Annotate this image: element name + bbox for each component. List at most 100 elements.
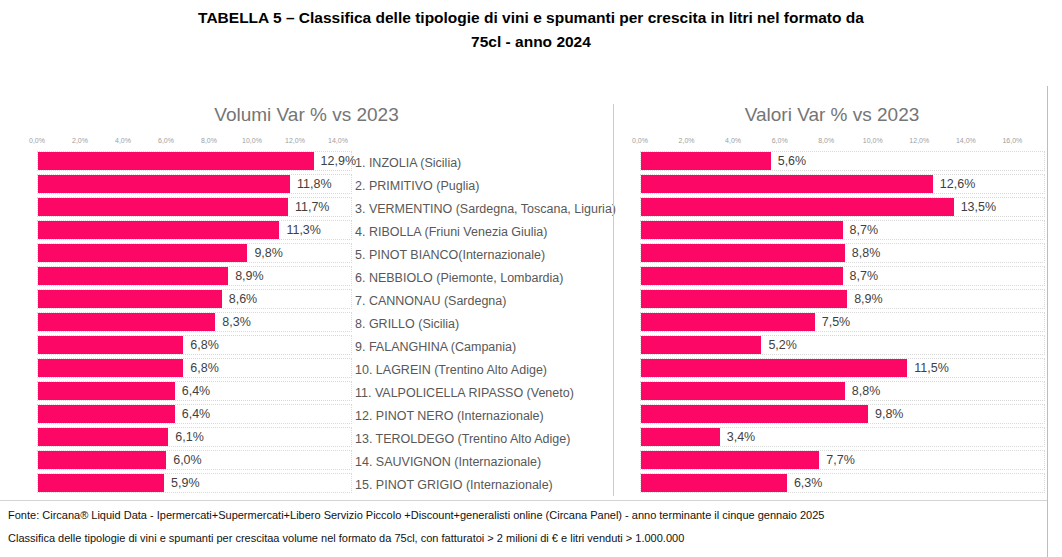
bar: [38, 175, 290, 193]
bar-value-label: 8,7%: [850, 221, 879, 239]
right-x-axis: 0,0%2,0%4,0%6,0%8,0%10,0%12,0%14,0%16,0%: [640, 137, 1045, 149]
bar: [641, 428, 720, 446]
bar: [641, 290, 847, 308]
axis-tick-label: 12,0%: [285, 137, 305, 144]
bar-row: 8,7%: [640, 220, 1045, 240]
bar-row: 6,0%: [37, 450, 352, 470]
bar: [641, 405, 868, 423]
bar-row: 12,6%: [640, 174, 1045, 194]
bar-row: 5,9%: [37, 473, 352, 493]
bar: [38, 290, 222, 308]
page-title: TABELLA 5 – Classifica delle tipologie d…: [0, 6, 1062, 54]
bar-value-label: 12,9%: [321, 152, 356, 170]
bar-value-label: 6,3%: [794, 474, 823, 492]
bar-value-label: 6,1%: [175, 428, 204, 446]
panel-divider: [613, 104, 614, 496]
category-label: 7. CANNONAU (Sardegna): [355, 289, 611, 312]
source-note: Fonte: Circana® Liquid Data - Ipermercat…: [8, 509, 824, 521]
axis-tick-label: 8,0%: [201, 137, 217, 144]
bar: [641, 382, 845, 400]
bar-row: 7,7%: [640, 450, 1045, 470]
bar: [38, 336, 183, 354]
bar-value-label: 6,8%: [190, 359, 219, 377]
bar: [38, 198, 288, 216]
bar: [641, 198, 954, 216]
right-edge-line: [1047, 86, 1048, 557]
bar-value-label: 13,5%: [961, 198, 996, 216]
category-labels: 1. INZOLIA (Sicilia)2. PRIMITIVO (Puglia…: [355, 151, 611, 496]
category-label: 15. PINOT GRIGIO (Internazionale): [355, 473, 611, 496]
bar: [641, 152, 771, 170]
bar: [641, 359, 907, 377]
bar-value-label: 8,3%: [222, 313, 251, 331]
axis-tick-label: 2,0%: [72, 137, 88, 144]
bar: [641, 221, 843, 239]
bar-row: 6,8%: [37, 358, 352, 378]
left-chart-title: Volumi Var % vs 2023: [0, 104, 613, 128]
bar: [38, 382, 175, 400]
bar-value-label: 11,7%: [295, 198, 330, 216]
footer-divider: [0, 500, 1047, 501]
axis-tick-label: 14,0%: [328, 137, 348, 144]
bar-value-label: 11,3%: [286, 221, 321, 239]
bar: [38, 474, 164, 492]
bar-value-label: 9,8%: [254, 244, 283, 262]
bar: [38, 221, 279, 239]
axis-tick-label: 12,0%: [909, 137, 929, 144]
bar: [38, 428, 168, 446]
bar-value-label: 8,9%: [235, 267, 264, 285]
bar: [38, 152, 314, 170]
bar-row: 8,9%: [37, 266, 352, 286]
axis-tick-label: 6,0%: [772, 137, 788, 144]
category-label: 6. NEBBIOLO (Piemonte, Lombardia): [355, 266, 611, 289]
category-label: 1. INZOLIA (Sicilia): [355, 151, 611, 174]
category-label: 10. LAGREIN (Trentino Alto Adige): [355, 358, 611, 381]
bar: [641, 336, 761, 354]
axis-tick-label: 10,0%: [242, 137, 262, 144]
bar: [641, 451, 819, 469]
category-label: 2. PRIMITIVO (Puglia): [355, 174, 611, 197]
bar-row: 9,8%: [640, 404, 1045, 424]
bar-value-label: 11,5%: [914, 359, 949, 377]
bar-value-label: 11,8%: [297, 175, 332, 193]
page-title-line-1: TABELLA 5 – Classifica delle tipologie d…: [0, 6, 1062, 30]
bar: [641, 267, 843, 285]
bar-row: 13,5%: [640, 197, 1045, 217]
bar-row: 6,3%: [640, 473, 1045, 493]
bar: [641, 175, 933, 193]
bar-value-label: 5,6%: [778, 152, 807, 170]
bar-row: 6,1%: [37, 427, 352, 447]
bar-row: 8,8%: [640, 381, 1045, 401]
axis-tick-label: 10,0%: [863, 137, 883, 144]
bar-value-label: 8,7%: [850, 267, 879, 285]
category-label: 8. GRILLO (Sicilia): [355, 312, 611, 335]
bar-row: 5,2%: [640, 335, 1045, 355]
bar-value-label: 8,6%: [229, 290, 258, 308]
category-label: 9. FALANGHINA (Campania): [355, 335, 611, 358]
left-x-axis: 0,0%2,0%4,0%6,0%8,0%10,0%12,0%14,0%: [37, 137, 352, 149]
bar-row: 8,8%: [640, 243, 1045, 263]
bar: [641, 244, 845, 262]
category-label: 4. RIBOLLA (Friuni Venezia Giulia): [355, 220, 611, 243]
axis-tick-label: 4,0%: [725, 137, 741, 144]
bar-value-label: 6,0%: [173, 451, 202, 469]
bar-value-label: 6,4%: [182, 382, 211, 400]
bar-row: 11,5%: [640, 358, 1045, 378]
bar: [38, 359, 183, 377]
bar: [38, 267, 228, 285]
bar-value-label: 9,8%: [875, 405, 904, 423]
bar-value-label: 3,4%: [727, 428, 756, 446]
bar-row: 6,8%: [37, 335, 352, 355]
bar-row: 11,3%: [37, 220, 352, 240]
page-title-line-2: 75cl - anno 2024: [0, 30, 1062, 54]
bar-row: 5,6%: [640, 151, 1045, 171]
bar-value-label: 5,9%: [171, 474, 200, 492]
bar: [38, 451, 166, 469]
bar-row: 7,5%: [640, 312, 1045, 332]
bar-row: 8,6%: [37, 289, 352, 309]
axis-tick-label: 16,0%: [1002, 137, 1022, 144]
criteria-note: Classifica delle tipologie di vini e spu…: [8, 532, 684, 544]
bar-row: 8,3%: [37, 312, 352, 332]
bar-row: 9,8%: [37, 243, 352, 263]
bar-value-label: 8,8%: [852, 382, 881, 400]
